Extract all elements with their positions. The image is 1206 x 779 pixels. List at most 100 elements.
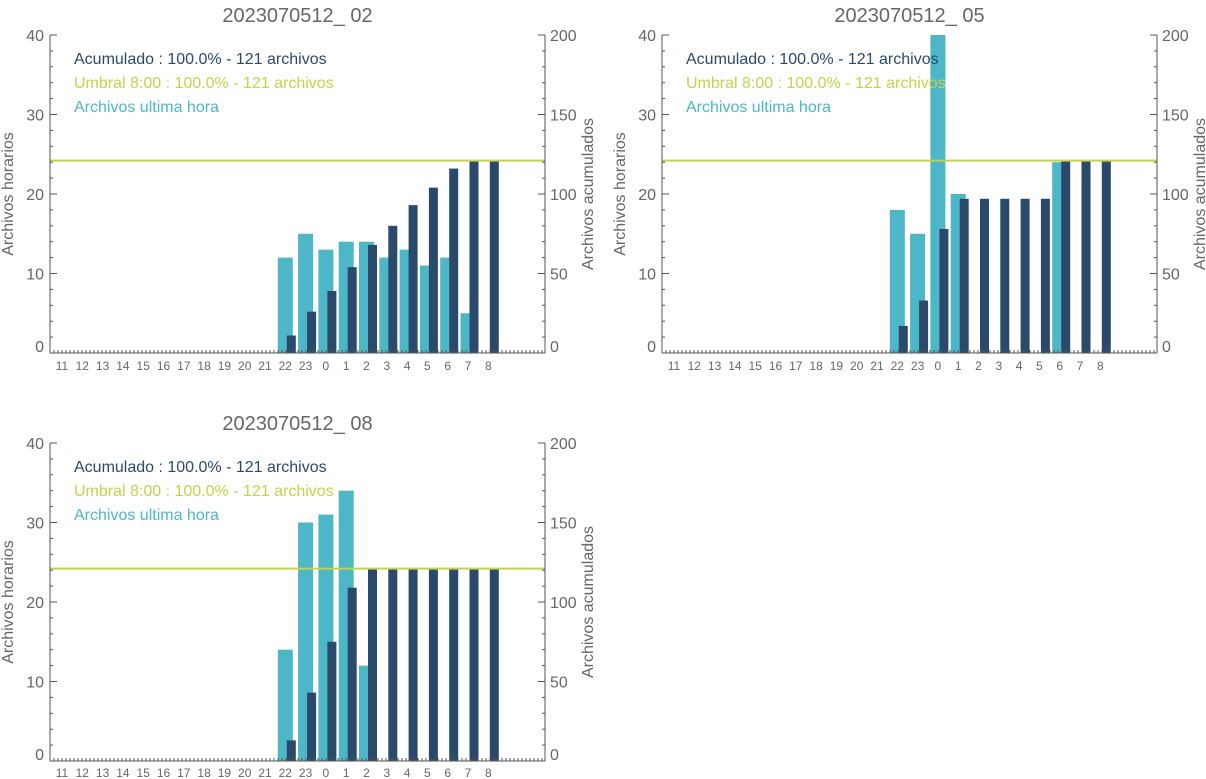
- x-tick-label: 1: [955, 359, 962, 373]
- x-tick-label: 13: [708, 359, 722, 373]
- cumulative-bar: [347, 267, 357, 353]
- chart-title: 2023070512_ 02: [222, 5, 372, 27]
- x-tick-label: 14: [728, 359, 742, 373]
- x-tick-label: 14: [116, 766, 130, 779]
- x-tick-label: 7: [465, 359, 472, 373]
- x-tick-label: 3: [383, 766, 390, 779]
- right-tick-label: 200: [1162, 28, 1189, 45]
- x-tick-label: 19: [218, 359, 232, 373]
- cumulative-bar: [1000, 198, 1010, 353]
- cumulative-bar: [307, 692, 317, 761]
- x-tick-label: 0: [323, 766, 330, 779]
- x-tick-label: 19: [830, 359, 844, 373]
- bars-layer: [889, 35, 1111, 353]
- cumulative-bar: [368, 568, 377, 761]
- left-tick-label: 10: [638, 267, 656, 284]
- x-tick-label: 17: [789, 359, 803, 373]
- cumulative-bar: [388, 225, 398, 353]
- right-tick-label: 100: [1162, 187, 1189, 204]
- x-tick-label: 12: [688, 359, 702, 373]
- x-tick-label: 13: [96, 766, 110, 779]
- cumulative-bar: [327, 641, 337, 761]
- y2-axis-title: Archivos acumulados: [580, 526, 597, 678]
- y-axis-title: Archivos horarios: [0, 132, 17, 256]
- x-tick-label: 16: [157, 359, 171, 373]
- hourly-bar: [277, 649, 293, 761]
- x-tick-label: 6: [444, 359, 451, 373]
- x-tick-label: 15: [137, 359, 151, 373]
- right-tick-label: 0: [550, 339, 559, 356]
- cumulative-bar: [428, 187, 438, 353]
- x-tick-label: 17: [177, 359, 191, 373]
- bars-layer: [277, 160, 499, 353]
- right-tick-label: 50: [550, 267, 568, 284]
- legend: Acumulado : 100.0% - 121 archivos Umbral …: [686, 51, 946, 116]
- x-tick-label: 0: [935, 359, 942, 373]
- cumulative-bar: [327, 290, 337, 353]
- left-tick-label: 40: [26, 436, 44, 453]
- x-tick-label: 15: [749, 359, 763, 373]
- left-tick-label: 20: [26, 595, 44, 612]
- legend-cumulative: Acumulado : 100.0% - 121 archivos: [74, 459, 327, 476]
- left-tick-label: 10: [26, 675, 44, 692]
- x-tick-label: 0: [323, 359, 330, 373]
- x-tick-label: 17: [177, 766, 191, 779]
- cumulative-bar: [489, 160, 499, 353]
- x-tick-label: 21: [258, 359, 272, 373]
- left-tick-label: 30: [638, 108, 656, 125]
- x-tick-label: 8: [485, 359, 492, 373]
- x-tick-label: 4: [1016, 359, 1023, 373]
- x-tick-label: 2: [363, 359, 370, 373]
- cumulative-bar: [449, 568, 459, 761]
- left-tick-label: 0: [35, 339, 44, 356]
- x-tick-label: 18: [197, 359, 211, 373]
- cumulative-bar: [307, 311, 317, 353]
- x-tick-label: 12: [76, 359, 90, 373]
- cumulative-bar: [1101, 160, 1111, 353]
- right-tick-label: 50: [1162, 267, 1180, 284]
- x-tick-label: 7: [465, 766, 472, 779]
- y-axis-title: Archivos horarios: [0, 540, 17, 664]
- cumulative-bar: [388, 568, 398, 761]
- right-tick-label: 150: [550, 516, 577, 533]
- cumulative-bar: [489, 568, 499, 761]
- x-tick-label: 23: [299, 359, 313, 373]
- x-tick-label: 16: [769, 359, 783, 373]
- cumulative-bar: [469, 568, 479, 761]
- left-tick-label: 10: [26, 267, 44, 284]
- x-tick-label: 5: [424, 359, 431, 373]
- legend-threshold: Umbral 8:00 : 100.0% - 121 archivos: [74, 75, 334, 92]
- left-tick-label: 20: [26, 187, 44, 204]
- x-tick-label: 3: [383, 359, 390, 373]
- x-tick-label: 2: [975, 359, 982, 373]
- x-tick-label: 4: [404, 766, 411, 779]
- x-tick-label: 2: [363, 766, 370, 779]
- x-tick-label: 18: [809, 359, 823, 373]
- cumulative-bar: [408, 568, 418, 761]
- left-tick-label: 0: [35, 747, 44, 764]
- x-tick-label: 3: [995, 359, 1002, 373]
- right-tick-label: 0: [550, 747, 559, 764]
- legend-cumulative: Acumulado : 100.0% - 121 archivos: [74, 51, 327, 68]
- cumulative-bar: [469, 160, 479, 353]
- x-tick-label: 11: [56, 766, 69, 779]
- cumulative-bar: [1061, 160, 1071, 353]
- cumulative-bar: [1020, 198, 1030, 353]
- x-tick-label: 4: [404, 359, 411, 373]
- x-tick-label: 1: [343, 359, 350, 373]
- right-tick-label: 50: [550, 675, 568, 692]
- y2-axis-title: Archivos acumulados: [580, 118, 597, 270]
- cumulative-bar: [959, 198, 969, 353]
- legend: Acumulado : 100.0% - 121 archivos Umbral …: [74, 459, 334, 524]
- x-tick-label: 22: [891, 359, 905, 373]
- x-tick-label: 15: [137, 766, 151, 779]
- chart-title: 2023070512_ 05: [834, 5, 984, 27]
- right-tick-label: 100: [550, 595, 577, 612]
- cumulative-bar: [428, 568, 438, 761]
